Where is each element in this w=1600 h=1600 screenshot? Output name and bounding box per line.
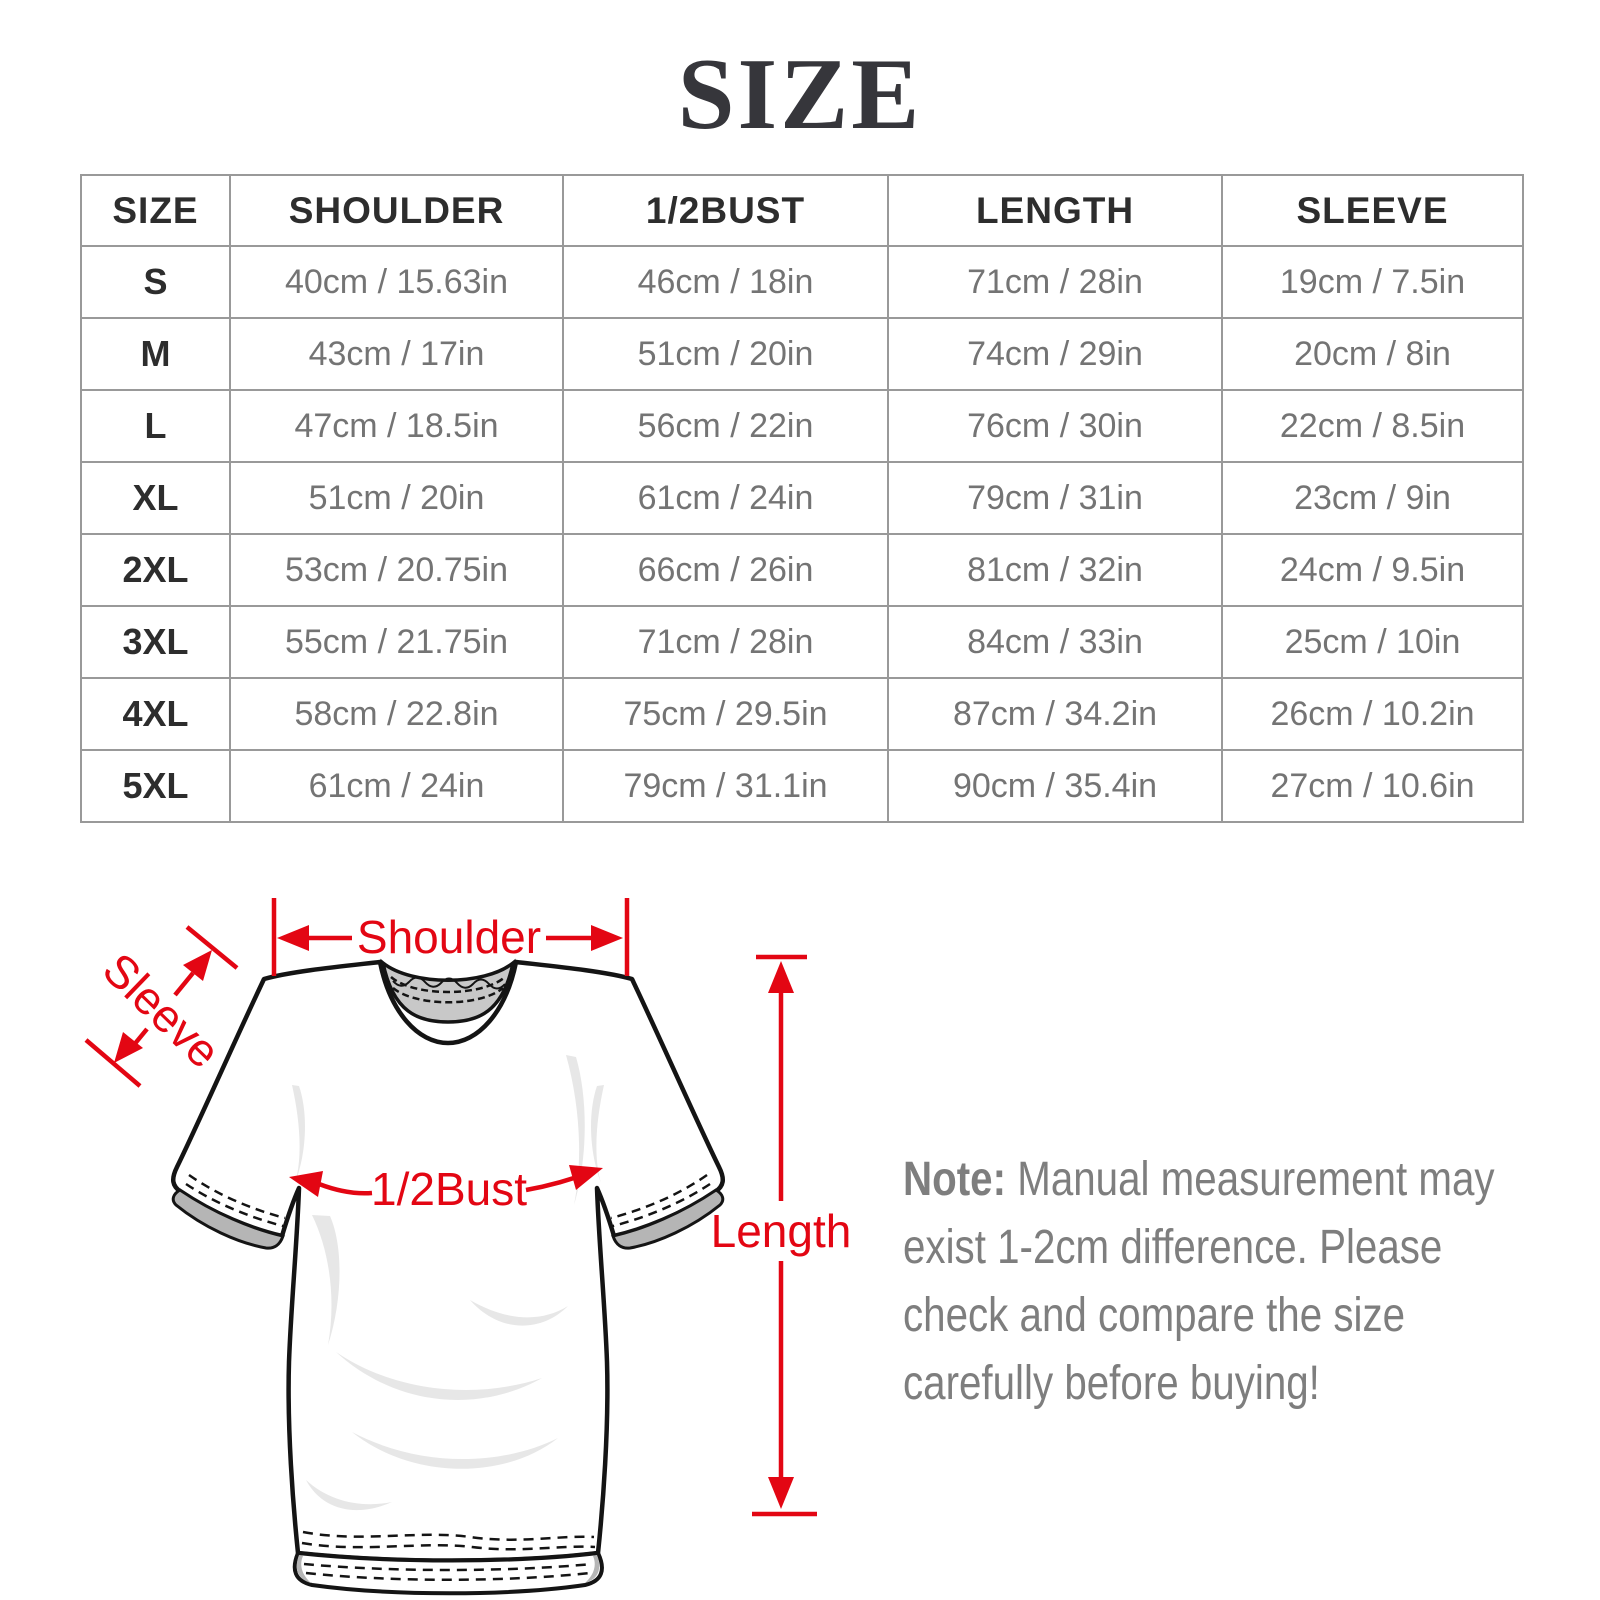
cell-shoulder: 58cm / 22.8in	[229, 677, 564, 751]
cell-bust: 51cm / 20in	[562, 317, 889, 391]
left-cuff-fold	[171, 1188, 285, 1250]
cuff-stitches	[185, 1173, 711, 1228]
tshirt-illustration	[171, 958, 725, 1596]
cell-length: 90cm / 35.4in	[887, 749, 1223, 823]
cell-sleeve: 23cm / 9in	[1221, 461, 1524, 535]
shoulder-annotation: Shoulder	[271, 898, 630, 976]
tshirt-body	[171, 959, 725, 1563]
table-header-row: SIZE SHOULDER 1/2BUST LENGTH SLEEVE	[80, 174, 1524, 247]
cell-size: 5XL	[80, 749, 231, 823]
cell-sleeve: 20cm / 8in	[1221, 317, 1524, 391]
cell-bust: 66cm / 26in	[562, 533, 889, 607]
sleeve-label: Sleeve	[93, 943, 230, 1078]
table-row: S 40cm / 15.63in 46cm / 18in 71cm / 28in…	[80, 245, 1524, 319]
cell-size: 4XL	[80, 677, 231, 751]
cell-shoulder: 51cm / 20in	[229, 461, 564, 535]
cell-sleeve: 22cm / 8.5in	[1221, 389, 1524, 463]
table-row: XL 51cm / 20in 61cm / 24in 79cm / 31in 2…	[80, 461, 1524, 535]
cell-size: XL	[80, 461, 231, 535]
table-row: M 43cm / 17in 51cm / 20in 74cm / 29in 20…	[80, 317, 1524, 391]
right-cuff-fold	[611, 1188, 725, 1250]
cell-bust: 71cm / 28in	[562, 605, 889, 679]
cell-length: 87cm / 34.2in	[887, 677, 1223, 751]
cell-size: L	[80, 389, 231, 463]
cell-shoulder: 43cm / 17in	[229, 317, 564, 391]
length-annotation: Length	[711, 954, 852, 1517]
cell-shoulder: 55cm / 21.75in	[229, 605, 564, 679]
collar-stitches	[390, 976, 506, 1004]
table-row: 5XL 61cm / 24in 79cm / 31.1in 90cm / 35.…	[80, 749, 1524, 823]
cell-size: M	[80, 317, 231, 391]
cell-bust: 79cm / 31.1in	[562, 749, 889, 823]
cell-length: 79cm / 31in	[887, 461, 1223, 535]
cell-sleeve: 25cm / 10in	[1221, 605, 1524, 679]
cell-length: 74cm / 29in	[887, 317, 1223, 391]
cell-shoulder: 40cm / 15.63in	[229, 245, 564, 319]
note-prefix: Note:	[903, 1153, 1007, 1206]
bust-annotation: 1/2Bust	[289, 1163, 603, 1215]
table-row: 4XL 58cm / 22.8in 75cm / 29.5in 87cm / 3…	[80, 677, 1524, 751]
cell-size: S	[80, 245, 231, 319]
cell-sleeve: 19cm / 7.5in	[1221, 245, 1524, 319]
col-header-sleeve: SLEEVE	[1221, 174, 1524, 247]
sleeve-annotation: Sleeve	[84, 925, 239, 1088]
length-label: Length	[711, 1205, 852, 1257]
cell-length: 76cm / 30in	[887, 389, 1223, 463]
cell-sleeve: 24cm / 9.5in	[1221, 533, 1524, 607]
bust-label: 1/2Bust	[371, 1163, 527, 1215]
cell-bust: 56cm / 22in	[562, 389, 889, 463]
size-table: SIZE SHOULDER 1/2BUST LENGTH SLEEVE S 40…	[80, 174, 1524, 823]
col-header-shoulder: SHOULDER	[229, 174, 564, 247]
cell-size: 3XL	[80, 605, 231, 679]
table-row: 3XL 55cm / 21.75in 71cm / 28in 84cm / 33…	[80, 605, 1524, 679]
cell-sleeve: 27cm / 10.6in	[1221, 749, 1524, 823]
hem-stitches	[301, 1530, 596, 1581]
cell-sleeve: 26cm / 10.2in	[1221, 677, 1524, 751]
cell-bust: 46cm / 18in	[562, 245, 889, 319]
table-row: L 47cm / 18.5in 56cm / 22in 76cm / 30in …	[80, 389, 1524, 463]
col-header-length: LENGTH	[887, 174, 1223, 247]
cell-length: 84cm / 33in	[887, 605, 1223, 679]
shoulder-label: Shoulder	[357, 911, 541, 963]
cell-bust: 75cm / 29.5in	[562, 677, 889, 751]
col-header-bust: 1/2BUST	[562, 174, 889, 247]
cell-shoulder: 47cm / 18.5in	[229, 389, 564, 463]
cell-length: 71cm / 28in	[887, 245, 1223, 319]
hem-fold	[292, 1550, 604, 1596]
note-block: Note: Manual measurement may exist 1-2cm…	[903, 1078, 1558, 1418]
col-header-size: SIZE	[80, 174, 231, 247]
note-body: Manual measurement may exist 1-2cm diffe…	[903, 1153, 1495, 1410]
hem-fold-shadow-right	[585, 1555, 600, 1583]
tshirt-measurement-diagram: Shoulder Sleeve 1/2Bust	[84, 898, 852, 1596]
cell-shoulder: 53cm / 20.75in	[229, 533, 564, 607]
table-row: 2XL 53cm / 20.75in 66cm / 26in 81cm / 32…	[80, 533, 1524, 607]
cell-length: 81cm / 32in	[887, 533, 1223, 607]
hem-fold-shadow-left	[296, 1555, 311, 1583]
cell-shoulder: 61cm / 24in	[229, 749, 564, 823]
cell-bust: 61cm / 24in	[562, 461, 889, 535]
cell-size: 2XL	[80, 533, 231, 607]
page-title: SIZE	[677, 38, 923, 151]
